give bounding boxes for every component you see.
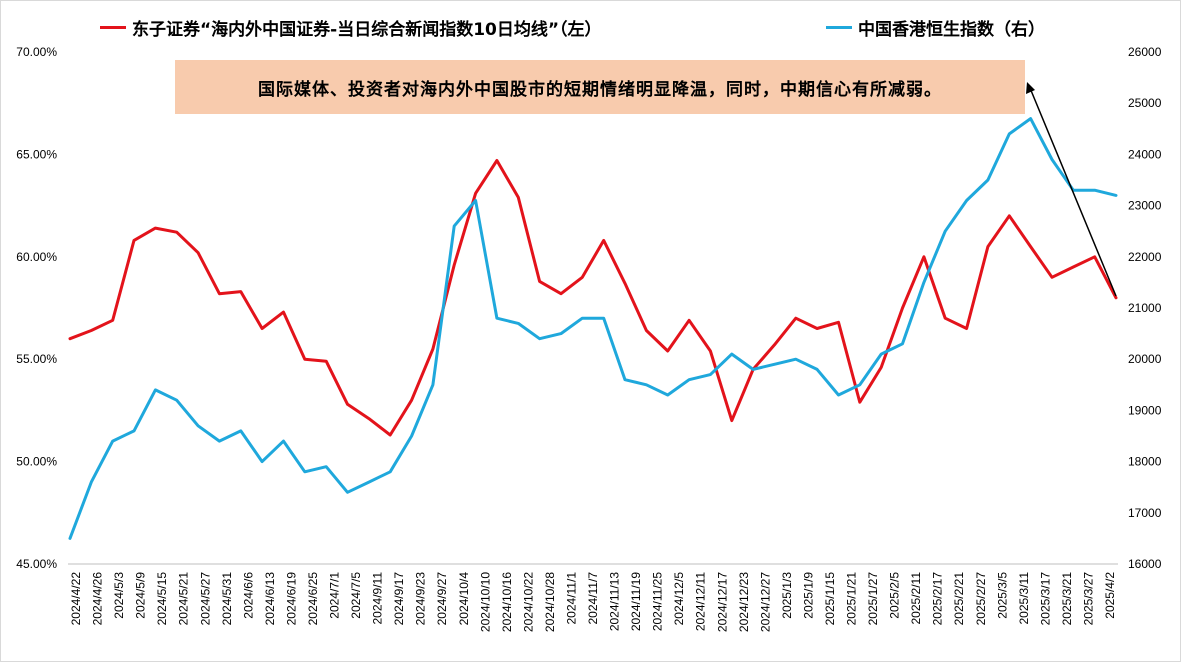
y-right-tick-label: 24000	[1128, 147, 1162, 161]
x-tick-label: 2024/9/27	[435, 572, 449, 626]
y-left-tick-label: 50.00%	[16, 455, 57, 469]
x-tick-label: 2024/7/1	[328, 572, 342, 619]
series-line-news-index	[68, 159, 1118, 437]
x-tick-label: 2024/6/19	[284, 572, 298, 626]
y-left-tick-label: 60.00%	[16, 250, 57, 264]
x-tick-label: 2024/5/31	[220, 572, 234, 626]
x-tick-label: 2024/6/25	[306, 572, 320, 626]
x-tick-label: 2025/2/11	[909, 572, 923, 625]
x-tick-label: 2025/3/11	[1017, 572, 1031, 625]
legend-item-news-index: 东子证券“海内外中国证券-当日综合新闻指数10日均线”（左）	[100, 14, 602, 40]
x-tick-label: 2024/10/16	[500, 572, 514, 632]
y-right-tick-label: 16000	[1128, 557, 1162, 571]
x-tick-label: 2025/3/27	[1081, 572, 1095, 626]
x-tick-label: 2024/4/26	[91, 572, 105, 626]
x-tick-label: 2025/1/15	[823, 572, 837, 626]
x-tick-label: 2024/4/22	[69, 572, 83, 626]
x-tick-label: 2024/5/9	[134, 572, 148, 619]
x-tick-label: 2024/11/25	[651, 572, 665, 631]
x-tick-label: 2024/11/19	[629, 572, 643, 631]
y-right-tick-label: 22000	[1128, 250, 1162, 264]
x-tick-label: 2025/2/21	[952, 572, 966, 626]
x-tick-label: 2024/12/27	[758, 572, 772, 632]
x-tick-label: 2025/2/5	[888, 572, 902, 619]
x-tick-label: 2024/10/22	[521, 572, 535, 632]
legend-swatch-hang-seng	[826, 25, 852, 29]
x-tick-label: 2024/10/4	[457, 572, 471, 626]
legend-label-news-index: 东子证券“海内外中国证券-当日综合新闻指数10日均线”（左）	[132, 19, 602, 40]
x-tick-label: 2025/2/17	[931, 572, 945, 626]
x-tick-label: 2024/6/6	[241, 572, 255, 619]
y-right-tick-label: 25000	[1128, 96, 1162, 110]
x-tick-label: 2024/11/13	[608, 572, 622, 631]
x-tick-label: 2024/12/11	[694, 572, 708, 631]
x-tick-label: 2024/12/23	[737, 572, 751, 632]
y-left-tick-label: 70.00%	[16, 45, 57, 59]
x-tick-label: 2025/3/5	[995, 572, 1009, 619]
x-tick-label: 2024/9/23	[414, 572, 428, 626]
x-tick-label: 2024/7/5	[349, 572, 363, 619]
x-tick-label: 2024/5/3	[112, 572, 126, 619]
annotation-arrow-line	[1029, 87, 1117, 297]
y-left-tick-label: 45.00%	[16, 557, 57, 571]
y-right-tick-label: 21000	[1128, 301, 1162, 315]
y-right-tick-label: 19000	[1128, 403, 1162, 417]
y-right-tick-label: 20000	[1128, 352, 1162, 366]
x-tick-label: 2025/3/21	[1060, 572, 1074, 626]
x-tick-label: 2025/1/21	[845, 572, 859, 626]
x-tick-label: 2024/10/28	[543, 572, 557, 632]
x-tick-label: 2024/6/13	[263, 572, 277, 626]
x-tick-label: 2024/5/15	[155, 572, 169, 626]
x-tick-label: 2024/9/11	[371, 572, 385, 625]
y-left-tick-label: 65.00%	[16, 147, 57, 161]
x-tick-label: 2025/1/3	[780, 572, 794, 619]
legend-label-hang-seng: 中国香港恒生指数（右）	[858, 19, 1045, 40]
x-tick-label: 2025/4/2	[1103, 572, 1117, 619]
y-right-tick-label: 26000	[1128, 45, 1162, 59]
x-tick-label: 2025/2/27	[974, 572, 988, 626]
annotation-arrow-head	[1026, 82, 1035, 94]
legend-swatch-news-index	[100, 25, 126, 29]
x-tick-label: 2024/11/1	[564, 572, 578, 625]
x-tick-label: 2025/3/17	[1038, 572, 1052, 626]
legend-item-hang-seng: 中国香港恒生指数（右）	[826, 14, 1045, 40]
x-tick-label: 2025/1/9	[801, 572, 815, 619]
y-right-tick-label: 17000	[1128, 506, 1162, 520]
series-line-hang-seng	[68, 117, 1118, 540]
x-tick-label: 2024/11/7	[586, 572, 600, 625]
x-tick-label: 2024/10/10	[478, 572, 492, 632]
x-tick-label: 2025/1/27	[866, 572, 880, 626]
annotation-box: 国际媒体、投资者对海内外中国股市的短期情绪明显降温，同时，中期信心有所减弱。	[175, 60, 1025, 114]
x-tick-label: 2024/12/17	[715, 572, 729, 632]
y-left-tick-label: 55.00%	[16, 352, 57, 366]
x-tick-label: 2024/9/17	[392, 572, 406, 626]
y-right-tick-label: 23000	[1128, 199, 1162, 213]
x-tick-label: 2024/5/27	[198, 572, 212, 626]
y-right-tick-label: 18000	[1128, 455, 1162, 469]
x-tick-label: 2024/5/21	[177, 572, 191, 626]
x-tick-label: 2024/12/5	[672, 572, 686, 626]
